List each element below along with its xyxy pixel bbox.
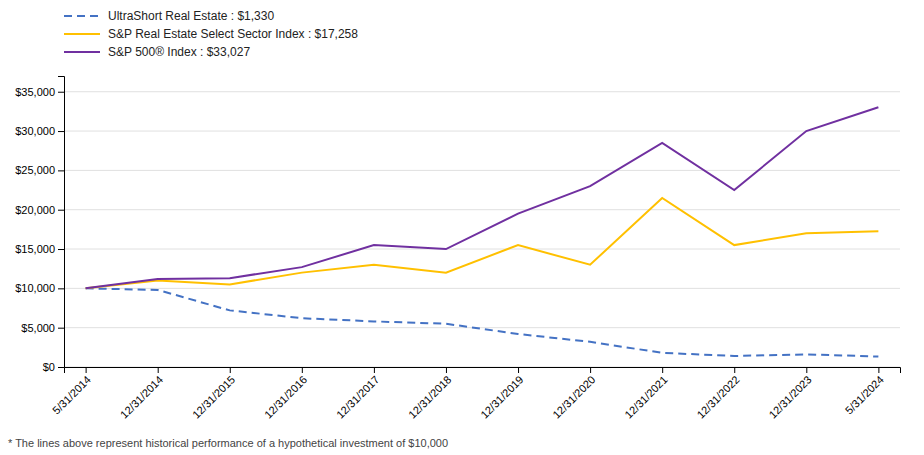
y-tick: $20,000 (15, 204, 64, 216)
legend-item: S&P Real Estate Select Sector Index : $1… (64, 27, 358, 41)
x-tick-label: 12/31/2019 (478, 373, 525, 420)
grid-line (64, 327, 900, 328)
y-tick-mark (58, 92, 64, 93)
x-tick: 12/31/2018 (406, 367, 453, 421)
grid-line (64, 249, 900, 250)
y-tick-label: $0 (43, 361, 55, 373)
x-tick-label: 12/31/2016 (262, 373, 309, 420)
x-tick-label: 5/31/2014 (50, 373, 93, 416)
y-tick-mark (58, 131, 64, 132)
legend: UltraShort Real Estate : $1,330 S&P Real … (64, 9, 358, 59)
legend-label: S&P 500® Index : $33,027 (108, 45, 250, 59)
x-tick-label: 12/31/2017 (334, 373, 381, 420)
x-tick: 12/31/2021 (622, 367, 669, 421)
y-tick-label: $35,000 (15, 86, 55, 98)
grid-line (64, 288, 900, 289)
x-axis-line (65, 368, 901, 374)
y-tick-label: $15,000 (15, 243, 55, 255)
x-tick-label: 12/31/2023 (766, 373, 813, 420)
x-tick: 12/31/2015 (190, 367, 237, 421)
x-tick-mark (590, 367, 591, 373)
series-line (86, 198, 879, 288)
y-tick: $15,000 (15, 243, 64, 255)
chart: 5/31/2014 12/31/2014 12/31/2015 12/31/2016 1… (0, 0, 924, 455)
x-tick-label: 12/31/2022 (694, 373, 741, 420)
x-tick-mark (302, 367, 303, 373)
x-tick-mark (662, 367, 663, 373)
plot: 5/31/2014 12/31/2014 12/31/2015 12/31/2016 1… (15, 77, 900, 421)
x-tick-mark (518, 367, 519, 373)
y-tick-mark (58, 367, 64, 368)
x-axis: 5/31/2014 12/31/2014 12/31/2015 12/31/2016 1… (50, 367, 900, 421)
grid-line (64, 131, 900, 132)
y-tick-label: $10,000 (15, 282, 55, 294)
x-tick-label: 5/31/2024 (843, 373, 886, 416)
y-axis-line (58, 77, 65, 368)
x-tick-mark (230, 367, 231, 373)
legend-swatch (64, 15, 100, 17)
y-tick: $35,000 (15, 86, 64, 98)
x-tick-label: 12/31/2014 (118, 373, 165, 420)
legend-label: S&P Real Estate Select Sector Index : $1… (108, 27, 358, 41)
y-tick-mark (58, 249, 64, 250)
y-tick-mark (58, 288, 64, 289)
x-tick-mark (446, 367, 447, 373)
y-tick-label: $20,000 (15, 204, 55, 216)
x-tick: 12/31/2020 (550, 367, 597, 421)
x-tick-mark (806, 367, 807, 373)
y-tick-label: $25,000 (15, 164, 55, 176)
legend-swatch (64, 33, 100, 35)
x-tick: 12/31/2016 (262, 367, 309, 421)
y-tick-mark (58, 210, 64, 211)
legend-label: UltraShort Real Estate : $1,330 (108, 9, 274, 23)
grid-line (64, 209, 900, 210)
x-tick: 12/31/2014 (118, 367, 165, 421)
x-tick-mark (374, 367, 375, 373)
x-tick-label: 12/31/2015 (190, 373, 237, 420)
x-tick-label: 12/31/2020 (550, 373, 597, 420)
grid-line (64, 91, 900, 92)
y-axis: $0 $5,000 $10,000 $15,000 $20,000 $25,000 $30,… (15, 77, 64, 374)
x-tick-label: 12/31/2018 (406, 373, 453, 420)
legend-item: S&P 500® Index : $33,027 (64, 45, 250, 59)
y-tick: $0 (43, 361, 64, 373)
series-line (86, 288, 879, 356)
y-tick-label: $5,000 (21, 322, 55, 334)
x-tick-mark (878, 367, 879, 373)
y-tick-mark (58, 170, 64, 171)
legend-swatch (64, 51, 100, 53)
y-tick-mark (58, 328, 64, 329)
y-tick: $25,000 (15, 164, 64, 176)
grid (64, 92, 900, 367)
x-tick-mark (734, 367, 735, 373)
x-tick-label: 12/31/2021 (622, 373, 669, 420)
lines (86, 107, 879, 356)
x-tick-mark (86, 367, 87, 373)
footnote: * The lines above represent historical p… (8, 437, 448, 449)
x-tick: 12/31/2019 (478, 367, 525, 421)
x-tick: 12/31/2022 (694, 367, 741, 421)
y-tick: $30,000 (15, 125, 64, 137)
x-tick: 12/31/2023 (766, 367, 813, 421)
x-tick: 5/31/2014 (50, 367, 93, 416)
y-tick: $10,000 (15, 282, 64, 294)
grid-line (64, 170, 900, 171)
legend-item: UltraShort Real Estate : $1,330 (64, 9, 274, 23)
series-line (86, 107, 879, 288)
x-tick: 5/31/2024 (843, 367, 886, 416)
x-tick: 12/31/2017 (334, 367, 381, 421)
y-tick: $5,000 (21, 322, 64, 334)
y-tick-label: $30,000 (15, 125, 55, 137)
x-tick-mark (158, 367, 159, 373)
